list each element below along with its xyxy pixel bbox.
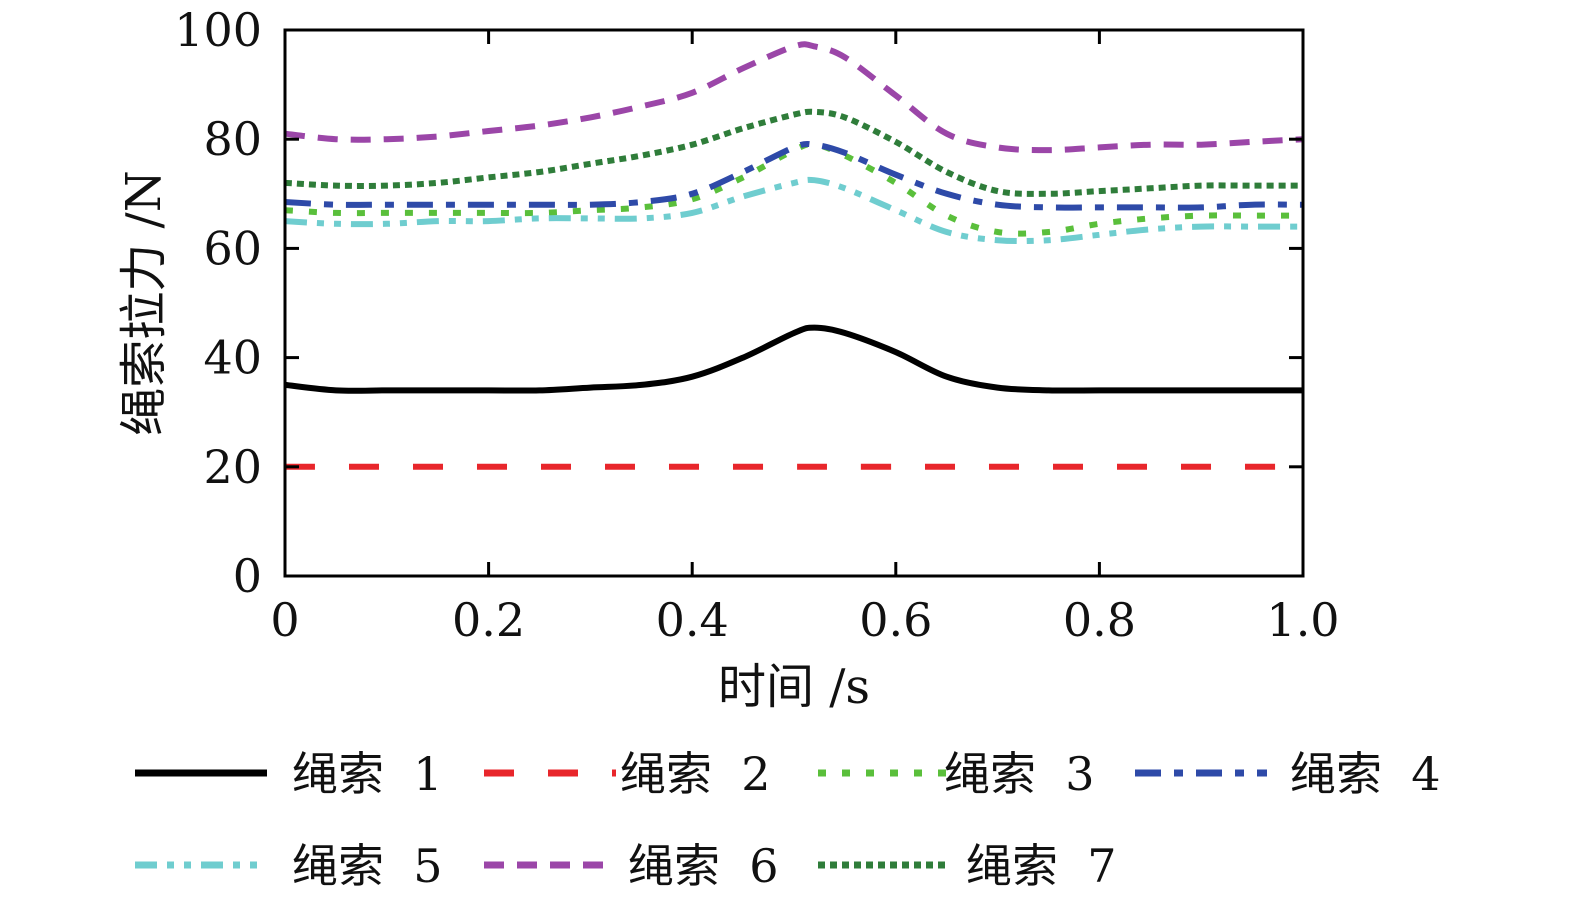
legend-label-7: 绳索 7 [966, 839, 1117, 893]
y-tick-label-5: 100 [174, 3, 262, 57]
x-tick-label-4: 0.8 [1063, 593, 1136, 647]
series-layer [284, 41, 1304, 470]
series-line-1 [284, 324, 1303, 394]
legend: 绳索 1 绳索 2 绳索 3 绳索 4 绳索 5 绳索 6 绳索 7 [135, 747, 1441, 893]
legend-label-2: 绳索 2 [620, 747, 771, 801]
series-line-4 [284, 140, 1304, 211]
legend-item-5: 绳索 5 [135, 839, 443, 893]
legend-item-2: 绳索 2 [484, 747, 771, 801]
x-axis-title: 时间 /s [718, 659, 870, 715]
legend-item-1: 绳索 1 [135, 747, 443, 801]
x-tick-label-3: 0.6 [859, 593, 932, 647]
y-tick-label-0: 0 [233, 549, 262, 603]
legend-label-5: 绳索 5 [292, 839, 443, 893]
y-axis-title: 绳索拉力 /N [116, 170, 172, 435]
legend-item-4: 绳索 4 [1135, 747, 1441, 801]
x-tick-label-2: 0.4 [656, 593, 729, 647]
legend-item-6: 绳索 6 [484, 839, 779, 893]
series-line-6 [284, 41, 1304, 154]
y-tick-label-1: 20 [203, 440, 262, 494]
legend-label-1: 绳索 1 [292, 747, 443, 801]
series-line-7 [284, 108, 1303, 197]
legend-label-6: 绳索 6 [628, 839, 779, 893]
legend-item-7: 绳索 7 [818, 839, 1117, 893]
y-tick-label-4: 80 [203, 112, 262, 166]
x-tick-label-0: 0 [270, 593, 299, 647]
legend-item-3: 绳索 3 [818, 747, 1095, 801]
x-tick-label-1: 0.2 [452, 593, 525, 647]
y-tick-label-3: 60 [203, 221, 262, 275]
x-tick-label-5: 1.0 [1266, 593, 1339, 647]
tick-layer: 0 0.2 0.4 0.6 0.8 1.0 0 20 40 60 80 100 [174, 3, 1339, 647]
legend-label-4: 绳索 4 [1290, 747, 1441, 801]
plot-frame [283, 28, 1305, 578]
legend-label-3: 绳索 3 [944, 747, 1095, 801]
y-tick-label-2: 40 [203, 331, 262, 385]
